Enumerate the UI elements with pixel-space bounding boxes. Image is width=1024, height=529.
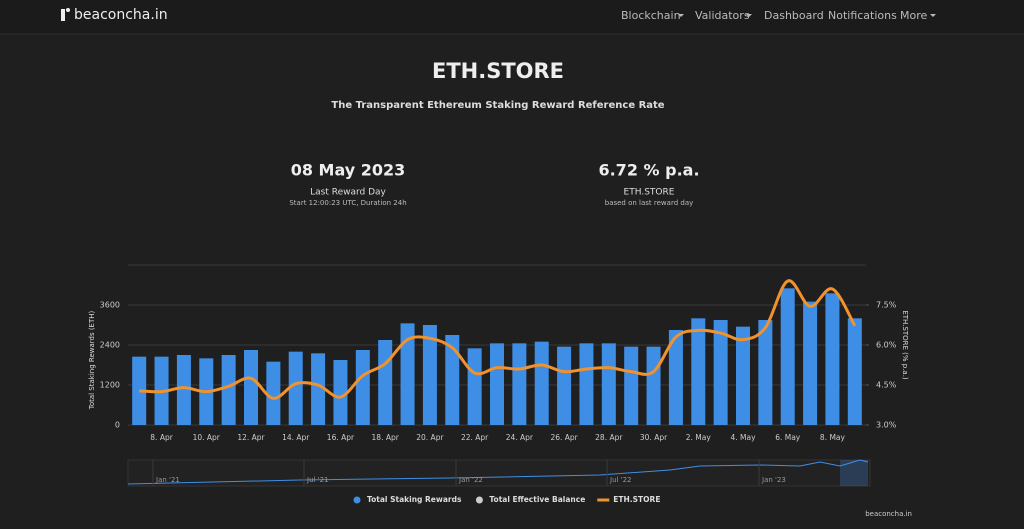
legend-marker xyxy=(353,496,361,504)
bar xyxy=(176,355,191,425)
bar xyxy=(378,340,393,425)
stat-label: ETH.STORE xyxy=(624,188,675,198)
bar xyxy=(400,323,415,425)
y-tick-label: 0 xyxy=(115,421,120,430)
bar xyxy=(847,318,862,425)
legend: Total Staking Rewards Total Effective Bal… xyxy=(353,495,660,504)
x-tick-label: 28. Apr xyxy=(595,433,623,442)
bar xyxy=(288,351,303,425)
x-tick-label: 18. Apr xyxy=(372,433,400,442)
nav-item[interactable]: Blockchain xyxy=(621,9,681,22)
bar xyxy=(221,355,236,425)
y2-tick-label: 3.0% xyxy=(876,421,897,430)
x-tick-label: 2. May xyxy=(686,433,712,442)
bar xyxy=(579,343,594,425)
x-tick-label: 24. Apr xyxy=(506,433,534,442)
line xyxy=(139,279,857,400)
x-tick-label: 12. Apr xyxy=(237,433,265,442)
nav-item[interactable]: Validators xyxy=(695,9,750,22)
brand[interactable]: beaconcha.in xyxy=(74,7,168,23)
bar xyxy=(691,318,706,425)
bar xyxy=(534,341,549,425)
bar xyxy=(244,350,258,425)
logo-icon xyxy=(66,8,70,12)
y-axis-title: Total Staking Rewards (ETH) xyxy=(88,310,96,410)
navigator-label: Jan '23 xyxy=(761,476,786,484)
navigator[interactable]: Jan '21 Jul '21 Jan '22 Jul '22 Jan '23 xyxy=(127,459,871,487)
nav-item[interactable]: Dashboard xyxy=(764,9,824,22)
navigator-label: Jan '22 xyxy=(458,476,483,484)
navigator-selection[interactable] xyxy=(840,460,868,486)
chart: 0 1200 2400 3600 3.0% 4.5% 6.0% 7.5% Total Staki… xyxy=(88,264,909,442)
nav-item[interactable]: Notifications xyxy=(828,9,897,22)
x-tick-label: 26. Apr xyxy=(550,433,578,442)
legend-marker xyxy=(475,496,483,504)
bar xyxy=(825,293,840,425)
navigator-frame xyxy=(127,459,871,487)
bar xyxy=(311,353,326,425)
bar xyxy=(780,288,795,425)
bar xyxy=(557,346,572,425)
bar xyxy=(467,348,482,425)
logo[interactable]: beaconcha.in xyxy=(61,7,168,23)
legend-label[interactable]: ETH.STORE xyxy=(613,495,660,504)
x-tick-label: 30. Apr xyxy=(640,433,668,442)
x-tick-label: 8. Apr xyxy=(150,433,173,442)
stat-note: based on last reward day xyxy=(605,199,694,207)
bar xyxy=(333,360,348,425)
x-tick-label: 14. Apr xyxy=(282,433,310,442)
x-tick-label: 16. Apr xyxy=(327,433,355,442)
bar xyxy=(624,346,639,425)
bar xyxy=(132,356,147,425)
bar xyxy=(758,320,773,425)
nav-item[interactable]: More xyxy=(900,9,928,22)
legend-label[interactable]: Total Effective Balance xyxy=(489,495,585,504)
x-tick-label: 4. May xyxy=(730,433,756,442)
bar xyxy=(266,361,281,425)
navigator-label: Jul '21 xyxy=(306,476,329,484)
stat-value: 6.72 % p.a. xyxy=(598,161,699,180)
caret xyxy=(678,14,684,17)
credit: beaconcha.in xyxy=(865,510,912,518)
y2-tick-label: 4.5% xyxy=(876,381,897,390)
y-tick-label: 2400 xyxy=(100,341,120,350)
bar xyxy=(803,301,818,425)
bar xyxy=(512,343,527,425)
bar xyxy=(646,346,661,425)
x-tick-label: 10. Apr xyxy=(193,433,221,442)
stat-value: 08 May 2023 xyxy=(291,161,406,180)
stat-label: Last Reward Day xyxy=(310,188,386,198)
stat-note: Start 12:00:23 UTC, Duration 24h xyxy=(289,199,406,207)
bar xyxy=(490,343,504,425)
y2-tick-label: 6.0% xyxy=(876,341,897,350)
logo-icon xyxy=(61,9,65,21)
navigator-line xyxy=(127,459,869,485)
subtitle: The Transparent Ethereum Staking Reward … xyxy=(331,100,664,111)
y2-tick-label: 7.5% xyxy=(876,301,897,310)
bar xyxy=(355,350,370,425)
x-tick-label: 20. Apr xyxy=(416,433,444,442)
caret xyxy=(930,14,936,17)
legend-label[interactable]: Total Staking Rewards xyxy=(367,495,462,504)
caret xyxy=(746,14,752,17)
page-title: ETH.STORE xyxy=(432,59,564,83)
x-tick-label: 22. Apr xyxy=(461,433,489,442)
y-tick-label: 1200 xyxy=(100,381,120,390)
y-tick-label: 3600 xyxy=(100,301,120,310)
navigator-label: Jul '22 xyxy=(609,476,632,484)
x-tick-label: 6. May xyxy=(775,433,801,442)
bar xyxy=(668,330,683,425)
bar xyxy=(422,325,437,425)
navbar xyxy=(0,0,1024,34)
bar xyxy=(713,320,728,425)
bar xyxy=(601,343,616,425)
bar xyxy=(736,326,750,425)
bar xyxy=(445,335,460,425)
y2-axis-title: ETH.STORE (% p.a.) xyxy=(901,310,909,380)
navigator-label: Jan '21 xyxy=(155,476,180,484)
x-tick-label: 8. May xyxy=(820,433,846,442)
